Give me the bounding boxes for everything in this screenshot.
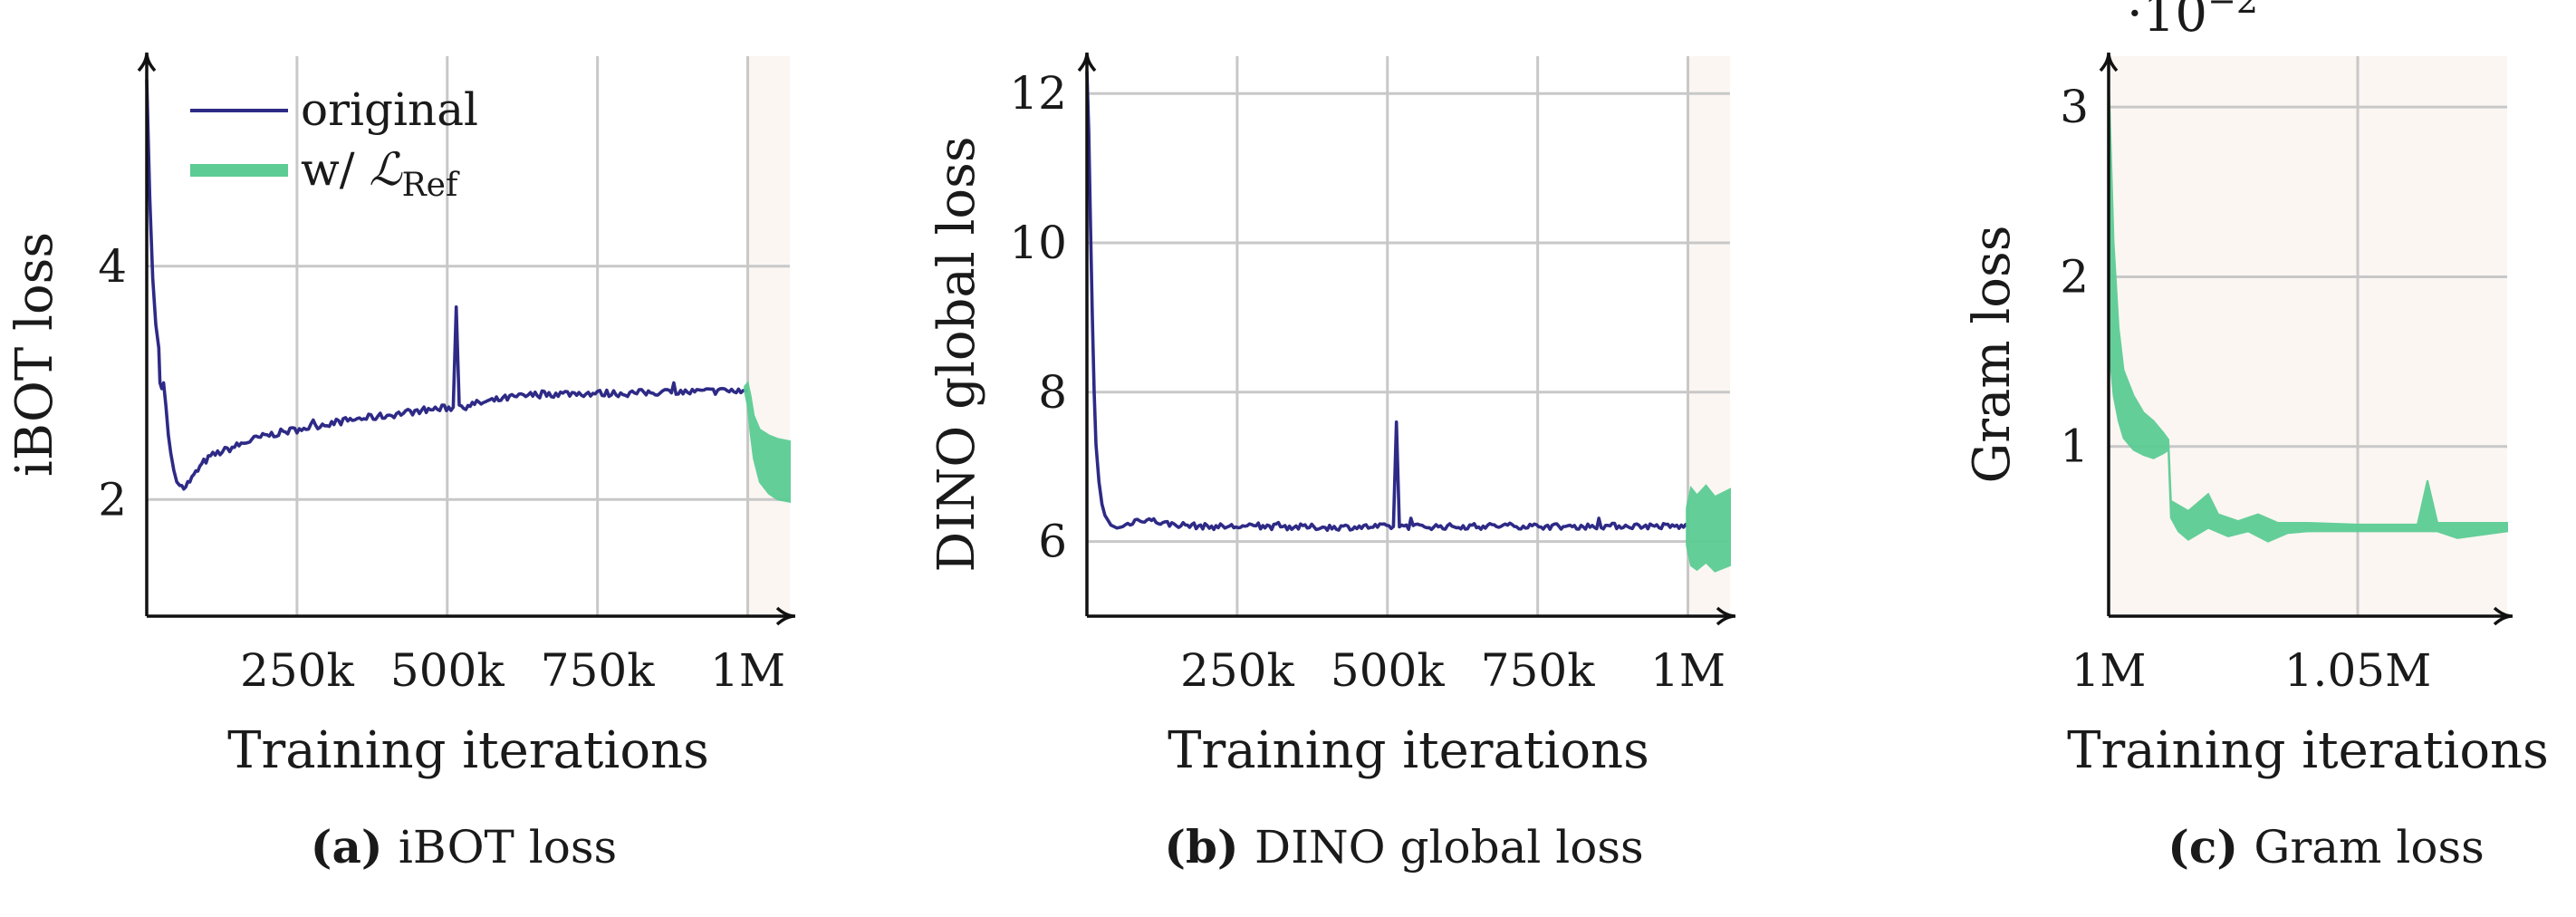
x-tick-label: 250k <box>1180 644 1294 697</box>
panel-c-gram-loss: 1M 1.05M 1 2 3 Training iterations Gram loss ·1… <box>1963 0 2549 874</box>
x-tick-label: 1M <box>710 644 785 697</box>
y-axis-arrow <box>2099 52 2119 72</box>
x-tick-label: 500k <box>1331 644 1445 697</box>
x-tick-label: 1M <box>2071 644 2146 697</box>
y-tick-label: 2 <box>2060 250 2089 303</box>
x-tick-label: 500k <box>390 644 505 697</box>
shaded-region <box>747 56 790 616</box>
y-tick-label: 6 <box>1038 516 1067 568</box>
y-tick-label: 10 <box>1009 217 1067 269</box>
y-tick-label: 12 <box>1009 67 1067 120</box>
legend-ref-symbol: ℒ <box>370 143 403 196</box>
y-tick-label: 3 <box>2060 81 2089 133</box>
y-axis-label: iBOT loss <box>5 232 64 477</box>
y-axis-label: DINO global loss <box>928 136 986 572</box>
caption-text: DINO global loss <box>1254 821 1644 874</box>
y-axis-arrow <box>137 52 157 72</box>
panel-caption: (b) DINO global loss <box>1164 820 1643 874</box>
x-tick-label: 750k <box>1481 644 1595 697</box>
legend-ref-subscript: Ref <box>402 167 460 204</box>
x-axis-label: Training iterations <box>2067 721 2549 780</box>
legend-label-ref: w/ ℒRef <box>301 143 460 204</box>
panel-b-dino-global-loss: 250k 500k 750k 1M 6 8 10 12 Training iterations D… <box>928 52 1736 874</box>
y-axis-label: Gram loss <box>1963 226 2022 484</box>
y-tick-label: 1 <box>2060 420 2089 473</box>
caption-letter: (a) <box>311 820 399 874</box>
y-tick-label: 2 <box>98 473 127 526</box>
panel-caption: (a) iBOT loss <box>311 820 617 874</box>
y-tick-label: 8 <box>1038 366 1067 419</box>
y-scale-exponent: −2 <box>2207 0 2258 21</box>
x-axis-arrow <box>1716 606 1736 626</box>
series-original-line <box>1085 71 1689 532</box>
y-scale-note: ·10−2 <box>2127 0 2258 43</box>
x-axis-label: Training iterations <box>227 721 709 780</box>
x-tick-label: 750k <box>541 644 655 697</box>
x-tick-label: 1M <box>1650 644 1725 697</box>
caption-text: Gram loss <box>2254 821 2484 874</box>
series-ref-band <box>2108 72 2508 543</box>
x-tick-label: 1.05M <box>2284 644 2432 697</box>
panel-a-ibot-loss: 250k 500k 750k 1M 2 4 Training iterations iBOT … <box>5 52 796 874</box>
panel-caption: (c) Gram loss <box>2167 820 2485 874</box>
x-axis-arrow <box>775 606 796 626</box>
y-axis-arrow <box>1077 52 1097 72</box>
series-ref-band <box>744 381 791 504</box>
caption-letter: (b) <box>1164 820 1254 874</box>
series-ref-band <box>1686 484 1731 573</box>
legend-label-original: original <box>301 83 478 136</box>
x-axis-label: Training iterations <box>1168 721 1649 780</box>
y-tick-label: 4 <box>98 240 127 293</box>
caption-letter: (c) <box>2167 820 2254 874</box>
x-axis-arrow <box>2493 606 2514 626</box>
caption-text: iBOT loss <box>399 821 617 874</box>
series-original-line <box>145 79 748 491</box>
x-tick-label: 250k <box>240 644 354 697</box>
